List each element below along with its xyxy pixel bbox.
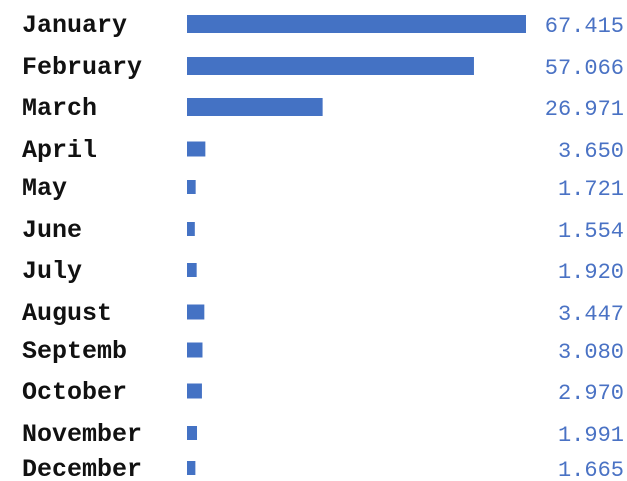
bar-june (187, 222, 195, 236)
value-label-june: 1.554 (558, 219, 624, 244)
bar-septemb (187, 342, 203, 358)
bar-january (187, 15, 526, 33)
category-label-december: December (22, 455, 142, 481)
category-label-may: May (22, 174, 67, 203)
value-label-july: 1.920 (558, 260, 624, 285)
value-label-october: 2.970 (558, 381, 624, 406)
value-label-septemb: 3.080 (558, 340, 624, 365)
category-label-august: August (22, 299, 112, 328)
category-labels: January February March April May June July Augu… (22, 11, 142, 481)
value-label-august: 3.447 (558, 302, 624, 327)
bar-november (187, 426, 198, 440)
bar-august (187, 304, 205, 320)
bar-february (187, 57, 474, 75)
bar-july (187, 263, 197, 277)
value-label-february: 57.066 (545, 56, 624, 81)
value-label-november: 1.991 (558, 423, 624, 448)
category-label-february: February (22, 53, 142, 82)
value-label-january: 67.415 (545, 14, 624, 39)
value-label-december: 1.665 (558, 458, 624, 481)
category-label-november: November (22, 420, 142, 449)
bar-april (187, 141, 206, 157)
bar-may (187, 180, 196, 194)
value-label-may: 1.721 (558, 177, 624, 202)
value-label-march: 26.971 (545, 97, 624, 122)
category-label-july: July (22, 257, 82, 286)
value-label-april: 3.650 (558, 139, 624, 164)
value-labels: 67.415 57.066 26.971 3.650 1.721 1.554 1.920 3.… (545, 14, 624, 481)
bars (187, 15, 526, 475)
category-label-septemb: Septemb (22, 337, 127, 366)
category-label-january: January (22, 11, 127, 40)
bar-october (187, 383, 202, 399)
category-label-march: March (22, 94, 97, 123)
category-label-october: October (22, 378, 127, 407)
category-label-june: June (22, 216, 82, 245)
bar-december (187, 461, 196, 475)
category-label-april: April (22, 136, 97, 165)
bar-march (187, 98, 323, 116)
